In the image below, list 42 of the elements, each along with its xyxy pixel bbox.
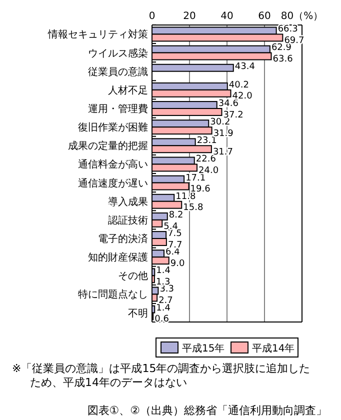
y-tick-label: 導入成果	[108, 196, 148, 208]
data-label: 34.6	[218, 98, 239, 109]
y-tick-label: 電子的決済	[98, 233, 148, 246]
x-tick-label: 40	[220, 11, 234, 22]
x-tick-label: 0	[148, 11, 156, 22]
y-tick-label: 従業員の意識	[88, 66, 148, 78]
legend-label: 平成15年	[182, 342, 225, 354]
y-tick-label: 運用・管理費	[88, 102, 148, 115]
data-label: 8.2	[168, 210, 184, 220]
data-label: 40.2	[228, 80, 249, 90]
data-label: 15.8	[183, 203, 204, 214]
y-tick-label: 人材不足	[108, 84, 148, 96]
data-label: 63.6	[272, 54, 294, 65]
y-tick-label: ウイルス感染	[88, 47, 148, 60]
data-label: 31.7	[212, 147, 233, 158]
text: ※「従業員の意識」は平成15年の調査から選択肢に追加したため、平成14年のデータはない	[12, 362, 310, 389]
text: 図表①、②（出典）総務省「通信利用動向調査」	[87, 404, 327, 417]
data-label: 23.1	[196, 136, 217, 146]
data-label: 1.4	[156, 266, 171, 276]
data-label: 31.9	[213, 128, 234, 139]
y-tick-label: 情報セキュリティ対策	[47, 28, 148, 41]
data-label: 1.4	[156, 303, 171, 314]
data-label: 30.2	[210, 118, 230, 128]
y-tick-label: 通信速度が遅い	[78, 177, 148, 190]
data-label: 6.4	[166, 248, 180, 258]
data-label: 11.8	[176, 192, 196, 202]
y-tick-label: 特に問題点なし	[78, 288, 148, 301]
data-label: 43.4	[234, 62, 256, 72]
x-tick-label: 20	[183, 11, 196, 22]
y-tick-label: その他	[118, 270, 148, 282]
y-tick-label: 知的財産保護	[88, 252, 148, 264]
y-tick-label: 成果の定量的把握	[68, 140, 148, 152]
data-label: 22.6	[196, 154, 216, 165]
y-tick-label: 不明	[128, 308, 148, 320]
x-tick-label: 80（%）	[280, 11, 324, 22]
y-tick-label: 認証技術	[108, 214, 148, 226]
y-tick-label: 復旧作業が困難	[78, 122, 148, 134]
legend-label: 平成14年	[252, 342, 295, 354]
data-label: 17.1	[186, 173, 206, 184]
data-label: 9.0	[170, 258, 185, 269]
y-tick-label: 通信料金が高い	[78, 158, 148, 171]
x-tick-label: 60	[258, 11, 271, 22]
